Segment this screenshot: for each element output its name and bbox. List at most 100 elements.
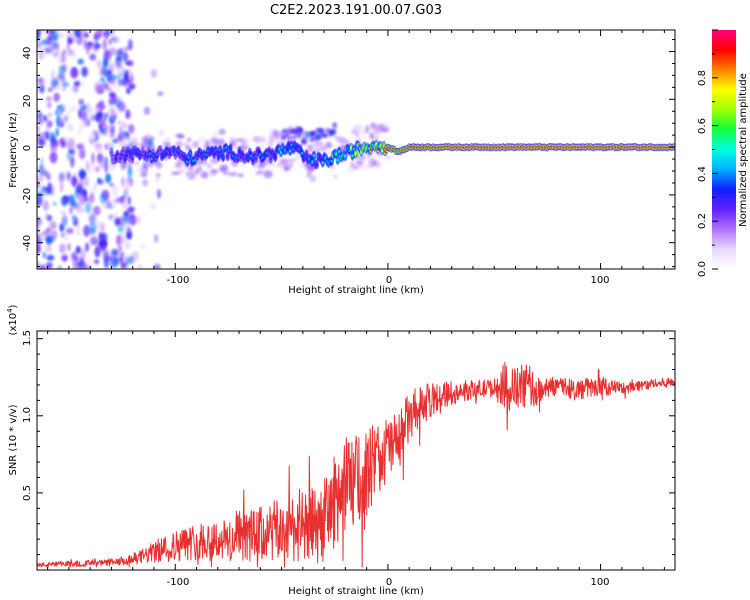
spectral-blob [349, 161, 355, 169]
noise-speckle [89, 235, 98, 245]
noise-speckle [110, 126, 114, 134]
spectral-blob [294, 153, 301, 162]
noise-speckle [117, 120, 121, 126]
noise-speckle [62, 230, 69, 242]
noise-speckle [125, 109, 130, 119]
noise-speckle [121, 176, 125, 187]
spectral-blob [192, 141, 199, 149]
spectral-blob [228, 172, 238, 177]
noise-speckle [96, 60, 103, 68]
spectral-blob [355, 131, 360, 138]
spectral-blob [187, 137, 192, 142]
noise-speckle [157, 189, 161, 199]
spectral-blob [306, 173, 312, 178]
noise-speckle [126, 87, 131, 95]
spectral-blob [268, 135, 276, 144]
noise-speckle [66, 42, 70, 50]
noise-speckle [75, 185, 84, 194]
noise-speckle [88, 222, 97, 233]
noise-speckle [73, 250, 78, 262]
spectral-blob [175, 133, 184, 138]
spectral-blob [287, 136, 293, 141]
noise-speckle [40, 157, 44, 167]
spectrogram-xtick: -100 [167, 275, 190, 286]
noise-speckle [118, 245, 122, 253]
noise-speckle [49, 141, 55, 152]
noise-speckle [37, 41, 42, 49]
colorbar-label: Normalized spectral amplitude [738, 73, 749, 227]
ridge-core [344, 154, 347, 158]
spectral-blob [236, 138, 244, 142]
noise-speckle [128, 83, 136, 90]
noise-speckle [81, 66, 88, 78]
noise-speckle [68, 194, 75, 207]
noise-speckle [84, 119, 88, 127]
noise-speckle [106, 64, 113, 70]
noise-speckle [76, 245, 81, 254]
spectral-blob [222, 171, 231, 175]
noise-speckle [50, 185, 55, 196]
snr-xtick: 0 [386, 577, 392, 588]
noise-speckle [83, 224, 90, 237]
spectral-blob [206, 163, 212, 169]
spectrogram-ytick: -40 [22, 235, 33, 251]
noise-speckle [105, 173, 112, 184]
ridge-core [221, 155, 225, 159]
ridge-core [236, 156, 240, 160]
noise-speckle [59, 210, 67, 215]
noise-speckle [127, 167, 133, 179]
noise-speckle [114, 217, 121, 226]
spectral-blob [155, 162, 163, 169]
colorbar-ticks [712, 29, 718, 270]
ridge-core [351, 154, 354, 158]
noise-speckle [102, 38, 107, 51]
noise-speckle [106, 69, 113, 82]
spectral-blob [319, 128, 325, 133]
colorbar-tick: 0.6 [697, 118, 708, 134]
spectral-blob [333, 135, 340, 140]
noise-speckle [117, 74, 122, 86]
noise-speckle [96, 30, 103, 37]
noise-speckle [75, 34, 83, 45]
noise-speckle [128, 44, 133, 50]
noise-speckle [37, 180, 40, 190]
noise-speckle [122, 52, 129, 63]
spectral-blob [205, 140, 210, 146]
noise-speckle [96, 84, 104, 95]
noise-speckle [125, 178, 130, 188]
noise-speckle [42, 251, 46, 259]
noise-speckle [124, 69, 129, 79]
noise-speckle [88, 193, 95, 204]
ridge-core [247, 156, 250, 160]
noise-speckle [37, 125, 40, 132]
noise-speckle [38, 164, 45, 176]
noise-speckle [66, 111, 71, 123]
snr-ytick: 0.5 [22, 485, 33, 501]
noise-speckle [58, 117, 64, 127]
ridge-core [110, 151, 113, 155]
spectral-blob [197, 160, 208, 165]
noise-speckle [85, 102, 91, 114]
spectral-blob [175, 140, 184, 148]
noise-speckle [81, 190, 87, 196]
noise-speckle [79, 248, 86, 260]
noise-speckle [63, 115, 68, 123]
noise-speckle [59, 223, 64, 232]
snr-ticks [37, 331, 675, 571]
noise-speckle [45, 262, 53, 269]
noise-speckle [69, 157, 74, 168]
noise-speckle [80, 110, 86, 120]
spectral-blob [295, 126, 301, 131]
ridge-core [288, 149, 292, 153]
spectral-blob [358, 165, 368, 171]
noise-speckle [92, 43, 99, 53]
spectral-blob [287, 161, 294, 169]
noise-speckle [56, 139, 62, 145]
noise-speckle [112, 138, 119, 144]
ridge-core [338, 149, 341, 154]
spectral-blob [155, 172, 161, 178]
spectral-blob [292, 129, 298, 133]
noise-speckle [86, 118, 91, 127]
ridge-core [287, 143, 290, 147]
noise-speckle [112, 36, 120, 44]
